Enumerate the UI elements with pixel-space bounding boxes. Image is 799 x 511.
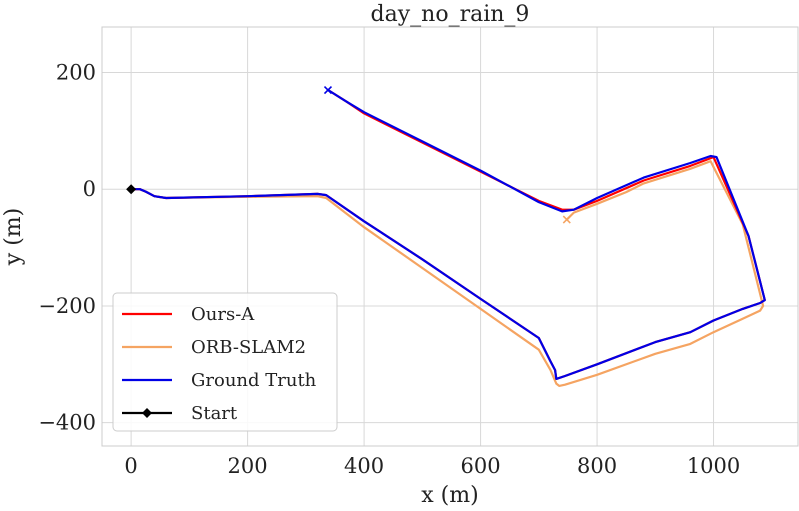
y-tick-label: 200	[56, 61, 96, 85]
y-axis-label: y (m)	[1, 208, 26, 266]
legend-label: Ours-A	[191, 304, 255, 325]
legend-label: Ground Truth	[191, 370, 317, 391]
legend-marker	[142, 408, 152, 418]
legend: Ours-A ORB-SLAM2 Ground Truth Start	[112, 292, 338, 432]
y-tick-labels: −400 −200 0 200	[38, 61, 96, 435]
x-tick-label: 800	[577, 454, 617, 478]
x-tick-label: 600	[461, 454, 501, 478]
legend-entry-ours-a: Ours-A	[122, 304, 255, 325]
x-tick-label: 400	[344, 454, 384, 478]
legend-box	[112, 292, 338, 432]
x-tick-label: 1000	[687, 454, 740, 478]
series-group	[126, 85, 766, 387]
x-tick-label: 200	[228, 454, 268, 478]
start-marker	[126, 184, 137, 195]
y-tick-label: −200	[38, 294, 96, 318]
legend-entry-start: Start	[122, 403, 238, 424]
legend-label: ORB-SLAM2	[191, 337, 306, 358]
plot-frame	[101, 26, 799, 447]
end-marker	[323, 85, 333, 95]
y-tick-label: −400	[38, 411, 96, 435]
series-line-ground-truth	[130, 88, 766, 380]
legend-entry-ground-truth: Ground Truth	[122, 370, 317, 391]
x-tick-label: 0	[124, 454, 137, 478]
legend-entry-orb-slam2: ORB-SLAM2	[122, 337, 306, 358]
legend-label: Start	[191, 403, 238, 424]
chart-title: day_no_rain_9	[371, 2, 530, 27]
x-axis-label: x (m)	[421, 483, 478, 508]
y-tick-label: 0	[83, 177, 96, 201]
x-tick-labels: 0 200 400 600 800 1000	[124, 454, 740, 478]
end-marker	[562, 215, 571, 224]
